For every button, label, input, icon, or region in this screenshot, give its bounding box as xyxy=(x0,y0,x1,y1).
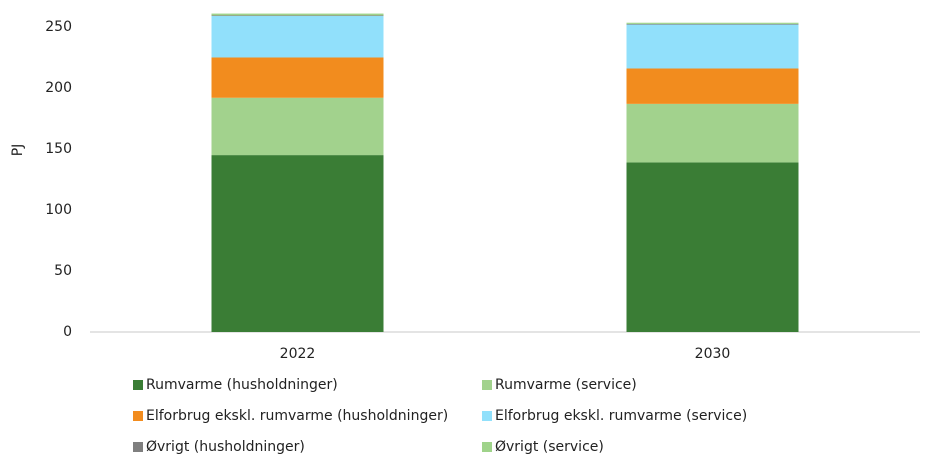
bar-segment xyxy=(626,24,799,69)
y-tick-label: 200 xyxy=(45,80,72,96)
x-tick-label: 2022 xyxy=(280,346,316,362)
y-tick-label: 0 xyxy=(63,324,72,340)
legend-swatch xyxy=(482,442,492,452)
bar-segment xyxy=(626,162,799,332)
y-tick-label: 150 xyxy=(45,141,72,157)
legend-swatch xyxy=(482,411,492,421)
bar-segment xyxy=(211,13,384,16)
bar-segment xyxy=(626,22,799,24)
bar-segment xyxy=(211,57,384,98)
bar-segment xyxy=(211,16,384,58)
legend-label: Elforbrug ekskl. rumvarme (husholdninger… xyxy=(146,408,448,424)
bar-segment xyxy=(626,23,799,25)
bar-segment xyxy=(626,68,799,104)
bar-segment xyxy=(211,15,384,17)
legend-swatch xyxy=(482,380,492,390)
bar-segment xyxy=(211,155,384,332)
y-axis-label: PJ xyxy=(10,144,26,157)
y-tick-label: 50 xyxy=(54,263,72,279)
x-tick-label: 2030 xyxy=(695,346,731,362)
legend-label: Elforbrug ekskl. rumvarme (service) xyxy=(495,408,747,424)
legend-label: Rumvarme (husholdninger) xyxy=(146,377,338,393)
bar-segment xyxy=(626,103,799,163)
legend-label: Øvrigt (service) xyxy=(495,439,604,455)
legend-swatch xyxy=(133,411,143,421)
legend-swatch xyxy=(133,380,143,390)
y-tick-label: 250 xyxy=(45,19,72,35)
legend-label: Øvrigt (husholdninger) xyxy=(146,439,305,455)
y-tick-label: 100 xyxy=(45,202,72,218)
legend-swatch xyxy=(133,442,143,452)
bar-segment xyxy=(211,97,384,156)
legend-label: Rumvarme (service) xyxy=(495,377,637,393)
